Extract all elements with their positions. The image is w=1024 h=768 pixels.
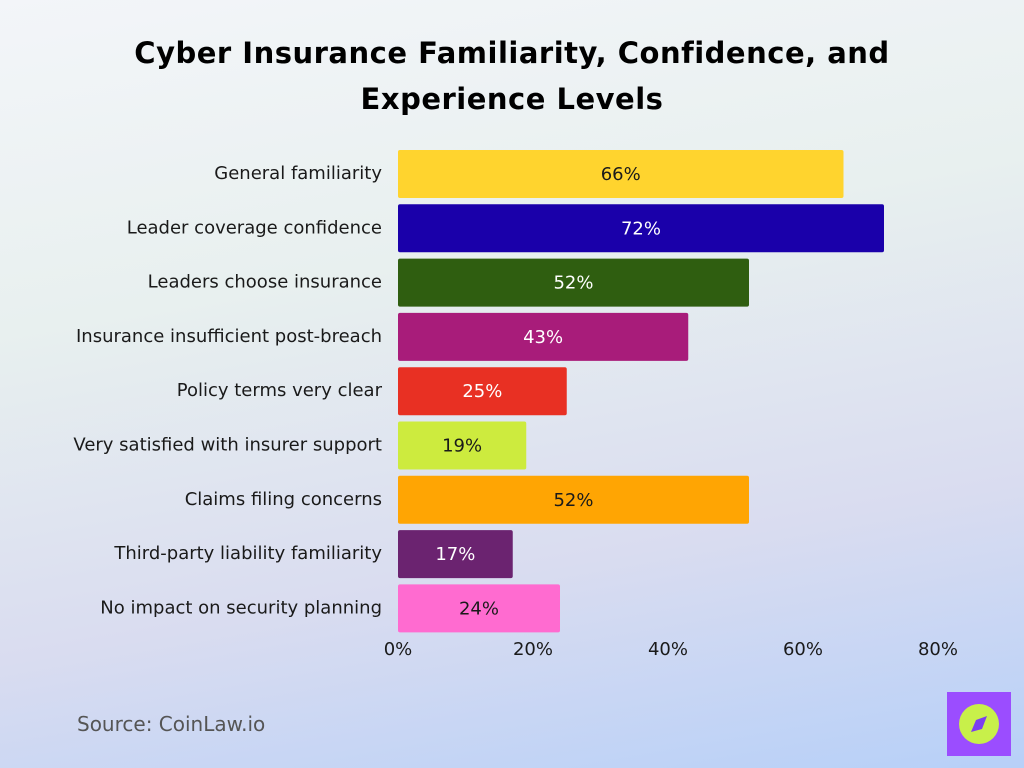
bar — [398, 204, 884, 253]
bar — [398, 258, 749, 307]
bar — [398, 312, 689, 361]
value-label: 25% — [462, 381, 502, 402]
value-label: 52% — [553, 490, 593, 511]
value-label: 19% — [442, 436, 482, 457]
y-tick-label: Insurance insufficient post-breach — [76, 326, 382, 347]
value-label: 17% — [435, 544, 475, 565]
y-tick-label: Policy terms very clear — [177, 380, 383, 401]
bar — [398, 150, 844, 198]
bar — [398, 584, 560, 633]
bar — [398, 475, 749, 524]
value-label: 43% — [523, 327, 563, 348]
y-tick-label: Third-party liability familiarity — [113, 543, 382, 564]
y-tick-label: Claims filing concerns — [185, 489, 382, 510]
y-tick-label: Leaders choose insurance — [148, 272, 382, 293]
bar — [398, 421, 527, 470]
x-tick-label: 60% — [783, 639, 823, 660]
logo-icon — [959, 704, 999, 744]
bar — [398, 367, 567, 416]
x-tick-label: 20% — [513, 639, 553, 660]
value-label: 72% — [621, 218, 661, 239]
logo — [947, 692, 1011, 756]
y-tick-label: Very satisfied with insurer support — [73, 435, 382, 456]
value-label: 52% — [553, 273, 593, 294]
value-label: 24% — [459, 598, 499, 619]
value-label: 66% — [601, 164, 641, 185]
x-tick-label: 80% — [918, 639, 958, 660]
bar — [398, 530, 513, 579]
y-tick-label: Leader coverage confidence — [127, 217, 382, 238]
x-tick-label: 0% — [384, 639, 413, 660]
x-tick-label: 40% — [648, 639, 688, 660]
source: Source: CoinLaw.io — [77, 712, 266, 736]
y-tick-label: General familiarity — [214, 163, 382, 184]
chart-title: Cyber Insurance Familiarity, Confidence,… — [134, 36, 890, 116]
y-tick-label: No impact on security planning — [100, 597, 382, 618]
